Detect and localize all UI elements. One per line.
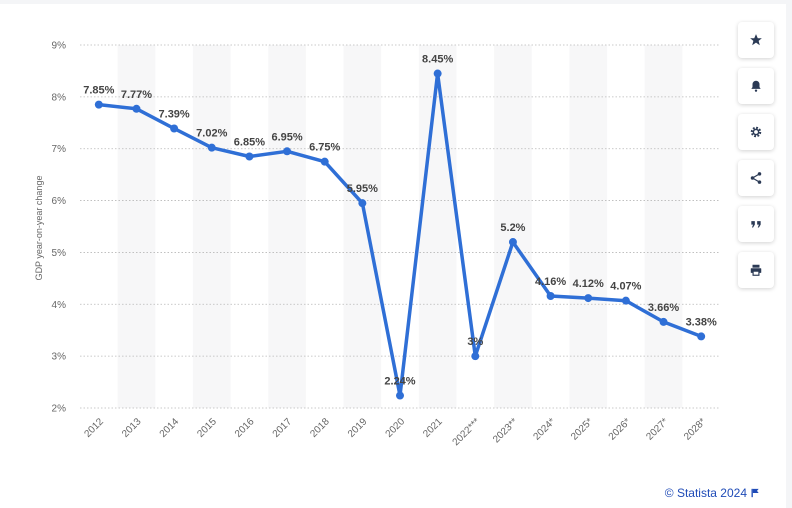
data-label: 3.66% [648,302,679,314]
data-label: 7.02% [196,128,227,140]
data-label: 5.2% [500,222,525,234]
data-label: 2.24% [384,376,415,388]
favorite-button[interactable] [738,22,774,58]
statista-credit[interactable]: © Statista 2024 [665,486,760,500]
data-point[interactable] [546,291,555,300]
x-tick-label: 2024* [531,416,557,442]
data-label: 6.75% [309,142,340,154]
data-label: 7.85% [83,85,114,97]
toolbar [738,22,774,298]
x-tick-label: 2022*** [451,416,483,448]
data-point[interactable] [94,100,103,109]
y-tick-label: 6% [52,196,67,207]
data-point[interactable] [132,104,141,113]
data-point[interactable] [508,238,517,247]
data-label: 8.45% [422,54,453,66]
print-button[interactable] [738,252,774,288]
y-tick-label: 4% [52,300,67,311]
share-button[interactable] [738,160,774,196]
quote-icon [751,221,761,228]
data-point[interactable] [433,69,442,78]
data-point[interactable] [659,317,668,326]
x-tick-label: 2021 [421,416,445,440]
x-tick-label: 2014 [158,416,182,440]
data-label: 3.38% [686,316,717,328]
data-point[interactable] [358,199,367,208]
x-tick-label: 2017 [271,416,295,440]
x-tick-label: 2027* [644,416,670,442]
share-icon [750,172,762,184]
y-axis-title: GDP year-on-year change [34,176,44,281]
column-band [644,45,683,408]
data-label: 5.95% [347,183,378,195]
x-tick-label: 2020 [384,416,408,440]
y-tick-label: 8% [52,92,67,103]
column-band [343,45,382,408]
y-tick-label: 7% [52,144,67,155]
data-label: 7.39% [159,108,190,120]
x-tick-label: 2016 [233,416,257,440]
data-point[interactable] [283,147,292,156]
data-label: 6.95% [271,131,302,143]
data-point[interactable] [471,352,480,361]
data-label: 7.77% [121,89,152,101]
x-tick-label: 2012 [82,416,106,440]
data-point[interactable] [584,294,593,303]
data-label: 4.12% [573,278,604,290]
data-label: 4.16% [535,276,566,288]
y-tick-label: 9% [52,41,67,52]
y-tick-label: 3% [52,352,67,363]
x-tick-label: 2015 [195,416,219,440]
data-point[interactable] [245,152,254,161]
star-icon [750,34,762,46]
x-tick-label: 2026* [607,416,633,442]
line-chart: 9% 8% 7% 6% 5% 4% 3% 2% GDP year-on-year change… [34,41,720,448]
y-tick-label: 5% [52,248,67,259]
x-tick-label: 2025* [569,416,595,442]
data-point[interactable] [170,124,179,133]
chart-card: 9% 8% 7% 6% 5% 4% 3% 2% GDP year-on-year change… [0,4,786,508]
data-point[interactable] [396,391,404,400]
x-tick-label: 2019 [346,416,370,440]
bell-icon [751,80,761,92]
column-band [268,45,306,408]
x-tick-label: 2028* [682,416,708,442]
column-band [569,45,608,408]
flag-icon [751,488,759,498]
settings-button[interactable] [738,114,774,150]
credit-text: © Statista 2024 [664,486,747,500]
notification-button[interactable] [738,68,774,104]
column-band [192,45,231,408]
data-point[interactable] [697,332,706,341]
gear-icon [750,126,762,138]
print-icon [750,264,762,276]
data-point[interactable] [320,157,329,166]
data-label: 3% [467,336,483,348]
column-band [418,45,457,408]
x-tick-label: 2018 [308,416,332,440]
x-tick-label: 2023** [491,416,520,445]
series-line [97,71,703,398]
data-label: 4.07% [610,281,641,293]
data-point[interactable] [207,143,216,152]
data-point[interactable] [621,296,630,305]
cite-button[interactable] [738,206,774,242]
x-tick-label: 2013 [120,416,144,440]
y-tick-label: 2% [52,404,67,415]
column-band [494,45,532,408]
data-label: 6.85% [234,136,265,148]
